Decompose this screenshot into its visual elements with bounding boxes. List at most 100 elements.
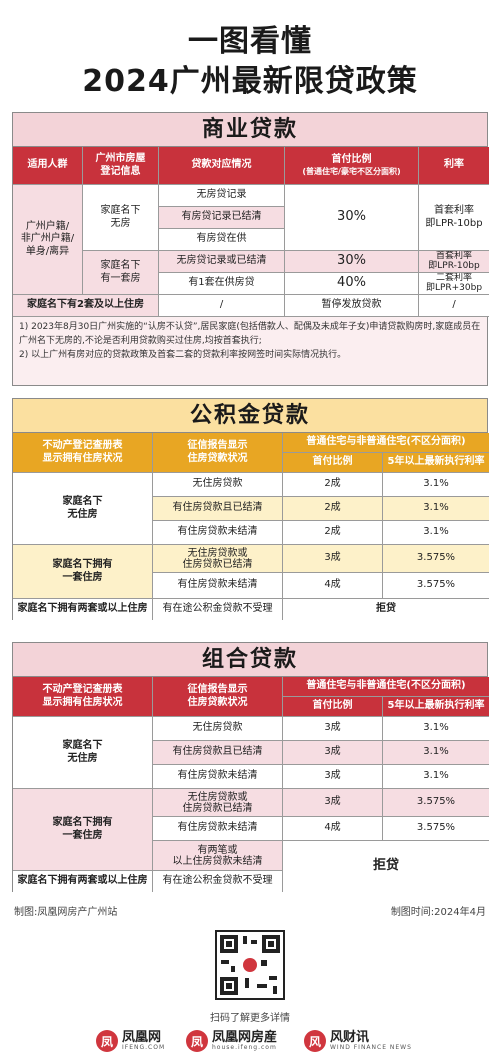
note-1: 1) 2023年8月30日广州实施的“认房不认贷”,居民家庭(包括借款人、配偶及… <box>19 322 481 346</box>
down-payment-one-house-active: 40% <box>285 273 419 295</box>
case-row-3: 有住房贷款未结清 <box>153 765 283 789</box>
no-house-cell: 家庭名下 无住房 <box>13 717 153 789</box>
rate-row-2: 3.1% <box>383 741 489 765</box>
loan-case-row-1: 无房贷记录 <box>159 185 285 207</box>
made-date: 制图时间:2024年4月 <box>390 907 486 918</box>
page-title-line2: 2024广州最新限贷政策 <box>82 64 418 99</box>
commercial-notes: 1) 2023年8月30日广州实施的“认房不认贷”,居民家庭(包括借款人、配偶及… <box>13 317 487 385</box>
header-house-status: 不动产登记查册表 显示拥有住房状况 <box>13 677 153 717</box>
commercial-loan-section: 商业贷款 适用人群 广州市房屋 登记信息 贷款对应情况 首付比例 (普通住宅/豪宅… <box>12 112 489 386</box>
header-rate: 5年以上最新执行利率 <box>383 697 489 717</box>
rate-one-house-active: 二套利率 即LPR+30bp <box>419 273 489 295</box>
header-housing-type: 普通住宅与非普通住宅(不区分面积) <box>283 433 489 453</box>
two-plus-case: 有在途公积金贷款不受理 <box>153 871 283 892</box>
header-credit-status: 征信报告显示 住房贷款状况 <box>153 677 283 717</box>
down-row-3: 2成 <box>283 521 383 545</box>
rate-one-house-cleared: 首套利率 即LPR-10bp <box>419 251 489 273</box>
one-house-cell: 家庭名下拥有 一套住房 <box>13 545 153 599</box>
header-down-payment: 首付比例 <box>283 697 383 717</box>
rate-row-3: 3.1% <box>383 765 489 789</box>
wind-finance-logo-icon: 风 <box>304 1030 326 1052</box>
case-row-2: 有住房贷款且已结清 <box>153 497 283 521</box>
two-plus-slash-2: / <box>419 295 489 317</box>
two-plus-case: 有在途公积金贷款不受理 <box>153 599 283 620</box>
rate-no-house: 首套利率 即LPR-10bp <box>419 185 489 251</box>
two-plus-reject: 拒贷 <box>283 599 489 620</box>
down-row-1: 3成 <box>283 717 383 741</box>
rate-row-2: 3.1% <box>383 497 489 521</box>
one-house-cell: 家庭名下 有一套房 <box>83 251 159 295</box>
header-rate: 利率 <box>419 147 489 185</box>
down-row-2: 2成 <box>283 497 383 521</box>
rate-row-4: 3.575% <box>383 789 489 817</box>
case-row-5: 有住房贷款未结清 <box>153 817 283 841</box>
loan-case-row-3: 有房贷在供 <box>159 229 285 251</box>
rate-row-3: 3.1% <box>383 521 489 545</box>
two-plus-suspended: 暂停发放贷款 <box>285 295 419 317</box>
down-payment-no-house: 30% <box>285 185 419 251</box>
ifeng-house-logo: 凤 凤凰网房産 house.ifeng.com <box>186 1030 277 1052</box>
ifeng-logo: 凤 凤凰网 IFENG.COM <box>96 1030 165 1052</box>
case-row-4: 无住房贷款或 住房贷款已结清 <box>153 545 283 573</box>
down-row-1: 2成 <box>283 473 383 497</box>
case-row-3: 有住房贷款未结清 <box>153 521 283 545</box>
down-row-3: 3成 <box>283 765 383 789</box>
down-row-2: 3成 <box>283 741 383 765</box>
qr-code-icon[interactable] <box>215 930 285 1000</box>
loan-case-row-4: 无房贷记录或已结清 <box>159 251 285 273</box>
no-house-cell: 家庭名下 无住房 <box>13 473 153 545</box>
two-plus-house-label: 家庭名下拥有两套或以上住房 <box>13 871 153 892</box>
down-row-5: 4成 <box>283 817 383 841</box>
two-loans-case: 有两笔或 以上住房贷款未结清 <box>153 841 283 871</box>
case-row-1: 无住房贷款 <box>153 473 283 497</box>
ifeng-logo-sub: IFENG.COM <box>122 1044 166 1051</box>
header-house-status: 不动产登记查册表 显示拥有住房状况 <box>13 433 153 473</box>
applicable-group-cell: 广州户籍/ 非广州户籍/ 单身/离异 <box>13 185 83 295</box>
note-2: 2) 以上广州有房对应的贷款政策及首套二套的贷款利率按网签时间实际情况执行。 <box>19 350 347 360</box>
ifeng-house-logo-text: 凤凰网房産 <box>212 1030 278 1045</box>
loan-case-row-2: 有房贷记录已结清 <box>159 207 285 229</box>
down-row-4: 3成 <box>283 545 383 573</box>
header-down-payment-note: (普通住宅/豪宅不区分面积) <box>302 166 401 176</box>
combo-reject: 拒贷 <box>283 841 489 892</box>
ifeng-house-logo-sub: house.ifeng.com <box>212 1044 277 1051</box>
provident-heading: 公积金贷款 <box>13 399 487 433</box>
ifeng-logo-text: 凤凰网 <box>122 1030 162 1045</box>
loan-case-row-5: 有1套在供房贷 <box>159 273 285 295</box>
header-loan-case: 贷款对应情况 <box>159 147 285 185</box>
header-down-payment: 首付比例 (普通住宅/豪宅不区分面积) <box>285 147 419 185</box>
wind-finance-logo-text: 风财讯 <box>330 1030 370 1045</box>
rate-row-4: 3.575% <box>383 545 489 573</box>
scan-hint: 扫码了解更多详情 <box>210 1013 290 1024</box>
wind-finance-logo: 风 风财讯 WIND FINANCE NEWS <box>304 1030 412 1052</box>
combo-heading: 组合贷款 <box>13 643 487 677</box>
two-plus-house-label: 家庭名下拥有两套或以上住房 <box>13 599 153 620</box>
case-row-5: 有住房贷款未结清 <box>153 573 283 599</box>
header-registry-info: 广州市房屋 登记信息 <box>83 147 159 185</box>
wind-finance-logo-sub: WIND FINANCE NEWS <box>330 1044 412 1051</box>
header-applicable-group: 适用人群 <box>13 147 83 185</box>
down-payment-one-house-cleared: 30% <box>285 251 419 273</box>
combo-loan-section: 组合贷款 不动产登记查册表 显示拥有住房状况 征信报告显示 住房贷款状况 普通住… <box>12 642 489 892</box>
one-house-cell: 家庭名下拥有 一套住房 <box>13 789 153 871</box>
rate-row-1: 3.1% <box>383 473 489 497</box>
rate-row-5: 3.575% <box>383 573 489 599</box>
rate-row-5: 3.575% <box>383 817 489 841</box>
provident-loan-section: 公积金贷款 不动产登记查册表 显示拥有住房状况 征信报告显示 住房贷款状况 普通… <box>12 398 489 620</box>
ifeng-logo-icon: 凤 <box>96 1030 118 1052</box>
two-plus-house-label: 家庭名下有2套及以上住房 <box>13 295 159 317</box>
case-row-4: 无住房贷款或 住房贷款已结清 <box>153 789 283 817</box>
header-down-payment: 首付比例 <box>283 453 383 473</box>
maker-credit: 制图:凤凰网房产广州站 <box>14 907 118 918</box>
header-housing-type: 普通住宅与非普通住宅(不区分面积) <box>283 677 489 697</box>
rate-row-1: 3.1% <box>383 717 489 741</box>
case-row-1: 无住房贷款 <box>153 717 283 741</box>
case-row-2: 有住房贷款且已结清 <box>153 741 283 765</box>
page-title-line1: 一图看懂 <box>188 24 312 59</box>
ifeng-house-logo-icon: 凤 <box>186 1030 208 1052</box>
down-row-5: 4成 <box>283 573 383 599</box>
no-house-cell: 家庭名下 无房 <box>83 185 159 251</box>
two-plus-slash-1: / <box>159 295 285 317</box>
down-row-4: 3成 <box>283 789 383 817</box>
header-credit-status: 征信报告显示 住房贷款状况 <box>153 433 283 473</box>
